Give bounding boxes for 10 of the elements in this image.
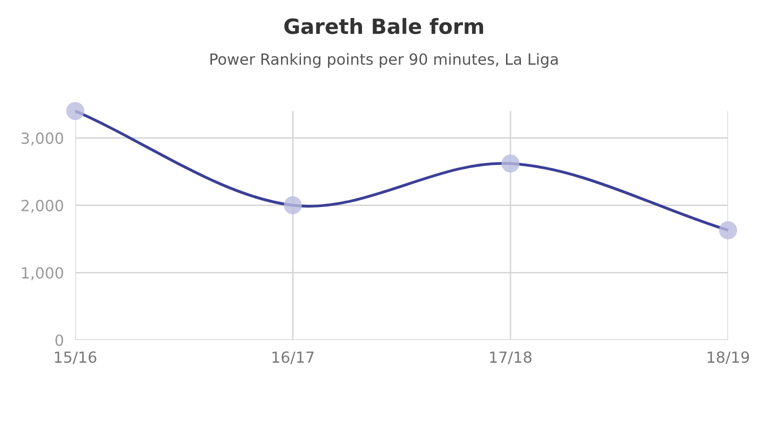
chart-title: Gareth Bale form [284,18,484,34]
x-tick-label: 15/16 [54,351,96,364]
y-tick-label: 1,000 [22,267,64,280]
y-tick-label: 3,000 [22,132,64,146]
chart-subtitle: Power Ranking points per 90 minutes, La Liga [210,53,558,68]
x-tick-label: 16/17 [272,351,314,364]
y-tick-label: 2,000 [22,200,64,213]
x-tick-label: 18/19 [708,351,750,364]
x-tick-label: 17/18 [490,351,532,364]
y-tick-label: 0 [55,334,64,346]
